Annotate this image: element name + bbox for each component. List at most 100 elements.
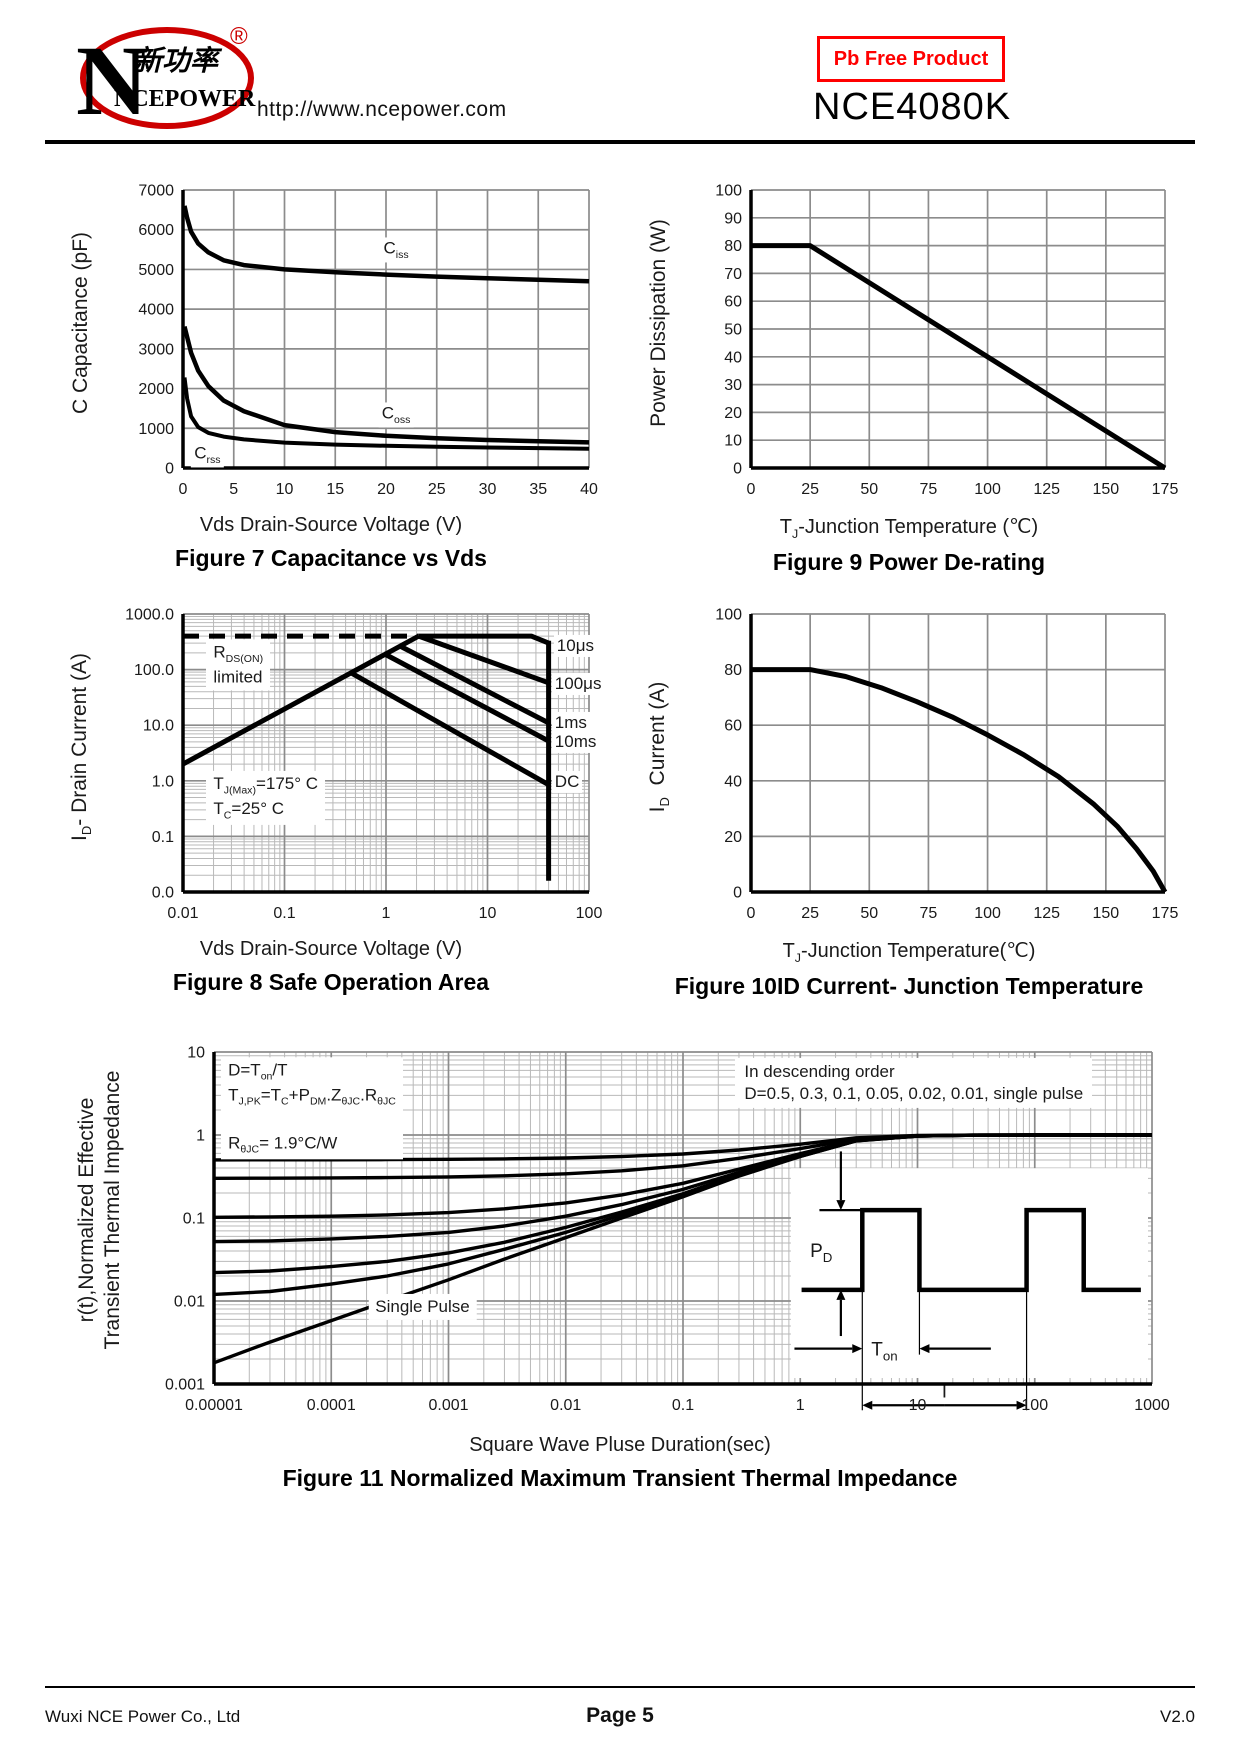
figure-8-caption: Figure 8 Safe Operation Area — [172, 969, 490, 995]
svg-text:5000: 5000 — [138, 262, 174, 279]
svg-text:0: 0 — [733, 885, 742, 902]
figure-9-plot: 0 25 50 75 100 125 150 175 0 10 20 30 40 50 60 70 80 90 10… — [715, 183, 1179, 499]
svg-text:125: 125 — [1033, 481, 1060, 498]
fig11-label: Single Pulse — [368, 1293, 477, 1320]
svg-text:25: 25 — [428, 481, 446, 498]
figure-7-x-axis-label: Vds Drain-Source Voltage (V) — [199, 514, 463, 536]
svg-text:10: 10 — [724, 433, 742, 450]
fig8-label: 10ms — [551, 730, 600, 753]
fig8-label: TJ(Max)=175° C TC=25° C — [206, 770, 326, 825]
svg-text:40: 40 — [580, 481, 598, 498]
fig11-label: D=Ton/T TJ,PK=TC+PDM.ZθJC.RθJC RθJC= 1.9°C… — [221, 1057, 403, 1159]
svg-text:100: 100 — [974, 905, 1001, 922]
company-name: Wuxi NCE Power Co., Ltd — [45, 1707, 241, 1726]
svg-text:7000: 7000 — [138, 183, 174, 200]
svg-text:100: 100 — [715, 607, 742, 624]
svg-text:70: 70 — [724, 266, 742, 283]
svg-text:100: 100 — [576, 905, 603, 922]
fig8-label: 1ms — [551, 711, 590, 734]
figure-7-plot: 0 5 10 15 20 25 30 35 40 0 1000 2000 3000 4000 5000 600… — [138, 183, 598, 499]
svg-text:4000: 4000 — [138, 302, 174, 319]
svg-text:20: 20 — [724, 405, 742, 422]
svg-text:0: 0 — [165, 461, 174, 478]
svg-text:0.1: 0.1 — [273, 905, 295, 922]
page-footer: Wuxi NCE Power Co., Ltd Page 5 V2.0 — [45, 1686, 1195, 1728]
figures-row-1: C Capacitance (pF) 0 5 10 15 20 25 30 35 40 0 1000… — [59, 176, 1181, 576]
figure-9-chart: 0 25 50 75 100 125 150 175 0 10 20 30 40 50 60 70 80 90 10… — [681, 176, 1181, 510]
document-version: V2.0 — [1160, 1707, 1195, 1726]
svg-text:0.01: 0.01 — [550, 1397, 581, 1414]
header-divider — [45, 140, 1195, 144]
svg-text:0.1: 0.1 — [672, 1397, 694, 1414]
svg-text:0.1: 0.1 — [183, 1211, 205, 1228]
svg-text:15: 15 — [326, 481, 344, 498]
logo-ellipse — [80, 27, 254, 129]
svg-text:125: 125 — [1033, 905, 1060, 922]
svg-text:50: 50 — [724, 322, 742, 339]
figure-10-chart: 0 25 50 75 100 125 150 175 0 20 40 60 80 100 — [681, 600, 1181, 934]
fig7-label: Ciss — [380, 237, 412, 263]
svg-text:0.01: 0.01 — [167, 905, 198, 922]
svg-text:10: 10 — [187, 1045, 205, 1062]
svg-text:0: 0 — [747, 481, 756, 498]
pb-free-label: Pb Free Product — [833, 47, 989, 70]
svg-text:80: 80 — [724, 662, 742, 679]
svg-text:0.01: 0.01 — [174, 1294, 205, 1311]
figure-7: C Capacitance (pF) 0 5 10 15 20 25 30 35 40 0 1000… — [59, 176, 603, 576]
svg-text:100: 100 — [1021, 1397, 1048, 1414]
logo-letter-n: N — [76, 25, 148, 134]
svg-text:0: 0 — [747, 905, 756, 922]
svg-text:10.0: 10.0 — [143, 718, 174, 735]
page-number: Page 5 — [586, 1704, 654, 1727]
svg-text:20: 20 — [724, 829, 742, 846]
website-url: http://www.ncepower.com — [257, 98, 507, 121]
svg-text:1000: 1000 — [1134, 1397, 1170, 1414]
svg-text:0.00001: 0.00001 — [185, 1397, 243, 1414]
svg-text:1: 1 — [796, 1397, 805, 1414]
pb-free-badge: Pb Free Product — [817, 36, 1005, 82]
svg-text:25: 25 — [801, 905, 819, 922]
svg-text:0: 0 — [733, 461, 742, 478]
svg-text:10: 10 — [909, 1397, 927, 1414]
figure-10-caption: Figure 10ID Current- Junction Temperatur… — [674, 973, 1144, 999]
fig8-label: 100μs — [551, 672, 605, 696]
svg-text:1000.0: 1000.0 — [125, 607, 174, 624]
fig7-label: Crss — [191, 442, 224, 468]
svg-text:100: 100 — [974, 481, 1001, 498]
figure-7-y-axis-label: C Capacitance (pF) — [68, 231, 92, 414]
svg-text:60: 60 — [724, 294, 742, 311]
svg-text:0.001: 0.001 — [428, 1397, 468, 1414]
figure-10: ID Current (A) 0 25 50 75 100 125 150 175 0 20 40 6… — [637, 600, 1181, 1000]
svg-text:1: 1 — [382, 905, 391, 922]
svg-text:40: 40 — [724, 773, 742, 790]
figure-11-x-axis-label: Square Wave Pluse Duration(sec) — [469, 1434, 771, 1456]
figure-10-x-axis-label: TJ-Junction Temperature(℃) — [782, 940, 1036, 965]
svg-text:175: 175 — [1152, 905, 1179, 922]
svg-text:175: 175 — [1152, 481, 1179, 498]
fig7-label: Coss — [378, 402, 414, 428]
figures-section: C Capacitance (pF) 0 5 10 15 20 25 30 35 40 0 1000… — [45, 176, 1195, 1492]
svg-text:50: 50 — [860, 481, 878, 498]
figure-9-x-axis-label: TJ-Junction Temperature (℃) — [779, 516, 1039, 541]
svg-text:25: 25 — [801, 481, 819, 498]
registered-trademark-icon: ® — [230, 23, 248, 50]
svg-text:90: 90 — [724, 210, 742, 227]
figure-11-y-axis-label: r(t),Normalized Effective Transient Therm… — [74, 1070, 124, 1350]
figure-11-caption: Figure 11 Normalized Maximum Transient T… — [282, 1465, 958, 1491]
svg-text:75: 75 — [920, 481, 938, 498]
fig8-label: DC — [551, 770, 583, 794]
svg-text:1.0: 1.0 — [152, 773, 174, 790]
fig11-label: In descending order D=0.5, 0.3, 0.1, 0.05… — [735, 1058, 1093, 1109]
svg-text:150: 150 — [1093, 905, 1120, 922]
figure-7-chart: 0 5 10 15 20 25 30 35 40 0 1000 2000 3000 4000 5000 600… — [103, 176, 603, 510]
part-number: NCE4080K — [813, 86, 1012, 128]
fig8-label: RDS(ON) limited — [206, 639, 271, 691]
svg-text:35: 35 — [529, 481, 547, 498]
svg-text:100.0: 100.0 — [134, 662, 174, 679]
svg-text:80: 80 — [724, 238, 742, 255]
svg-text:10: 10 — [479, 905, 497, 922]
svg-text:100: 100 — [715, 183, 742, 200]
logo-brand-chinese: 新功率 — [134, 45, 223, 76]
svg-text:0: 0 — [179, 481, 188, 498]
